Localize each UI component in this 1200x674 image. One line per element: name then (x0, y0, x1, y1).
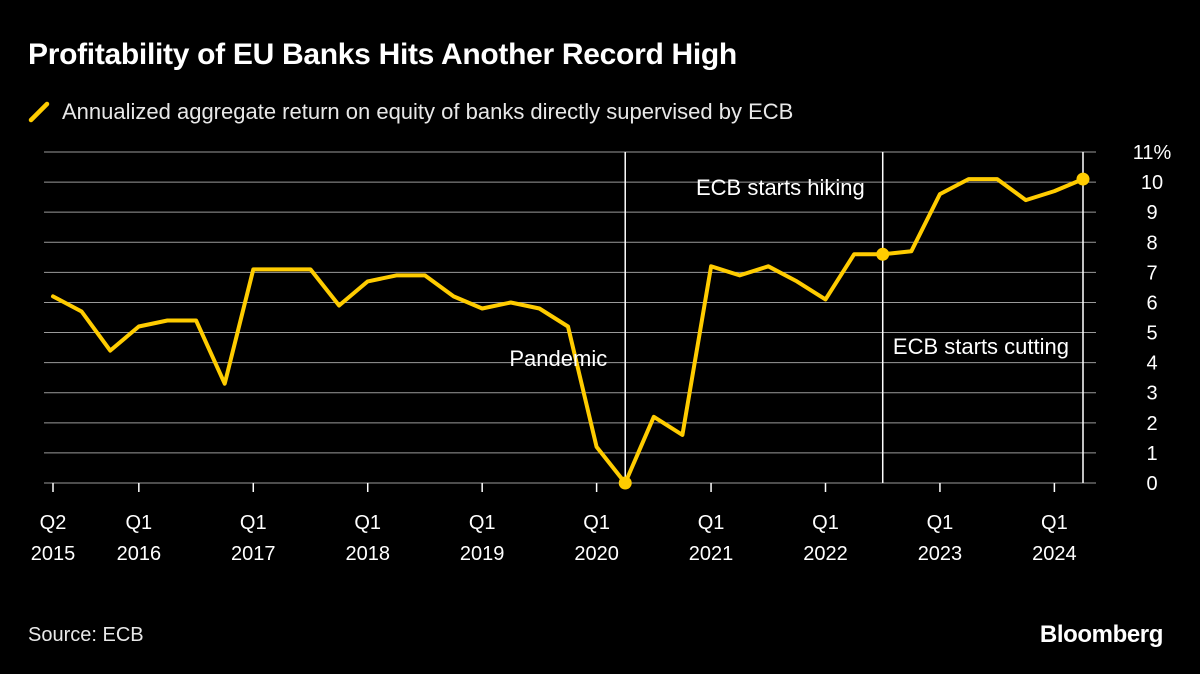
x-tick-quarter: Q1 (240, 512, 267, 534)
annotation-label: ECB starts cutting (893, 334, 1069, 359)
y-tick-label: 0 (1146, 473, 1157, 495)
annotation-label: ECB starts hiking (696, 175, 865, 200)
chart-title: Profitability of EU Banks Hits Another R… (28, 38, 737, 71)
y-tick-label: 8 (1146, 232, 1157, 254)
x-tick-year: 2020 (574, 543, 619, 565)
annotation-marker (1076, 172, 1090, 186)
x-tick-year: 2022 (803, 543, 848, 565)
x-tick-year: 2018 (345, 543, 390, 565)
source-note: Source: ECB (28, 624, 144, 646)
x-tick-quarter: Q1 (1041, 512, 1068, 534)
x-tick-quarter: Q1 (698, 512, 725, 534)
x-tick-quarter: Q1 (354, 512, 381, 534)
x-tick-quarter: Q1 (927, 512, 954, 534)
x-tick-year: 2023 (918, 543, 963, 565)
annotation-marker (876, 247, 890, 261)
y-tick-label: 3 (1146, 383, 1157, 405)
legend-swatch (28, 101, 50, 123)
x-tick-year: 2021 (689, 543, 734, 565)
y-tick-label: 4 (1146, 353, 1157, 375)
y-tick-label: 1 (1146, 443, 1157, 465)
legend-label: Annualized aggregate return on equity of… (62, 99, 794, 124)
x-tick-year: 2019 (460, 543, 505, 565)
x-tick-quarter: Q2 (40, 512, 67, 534)
x-tick-year: 2016 (117, 543, 162, 565)
y-tick-label: 11% (1133, 142, 1172, 164)
annotation-label: Pandemic (509, 346, 607, 371)
x-tick-quarter: Q1 (469, 512, 496, 534)
x-tick-quarter: Q1 (583, 512, 610, 534)
y-tick-label: 5 (1146, 323, 1157, 345)
y-tick-label: 10 (1141, 172, 1163, 194)
bloomberg-logo: Bloomberg (1039, 621, 1163, 648)
x-tick-year: 2024 (1032, 543, 1077, 565)
x-tick-quarter: Q1 (812, 512, 839, 534)
x-tick-year: 2017 (231, 543, 276, 565)
y-tick-label: 2 (1146, 413, 1157, 435)
annotation-marker (618, 476, 632, 490)
x-tick-year: 2015 (31, 543, 76, 565)
y-tick-label: 7 (1146, 262, 1157, 284)
y-tick-label: 9 (1146, 202, 1157, 224)
series-line (51, 177, 1085, 485)
legend: Annualized aggregate return on equity of… (28, 97, 793, 127)
y-tick-label: 6 (1146, 292, 1157, 314)
x-tick-quarter: Q1 (125, 512, 152, 534)
